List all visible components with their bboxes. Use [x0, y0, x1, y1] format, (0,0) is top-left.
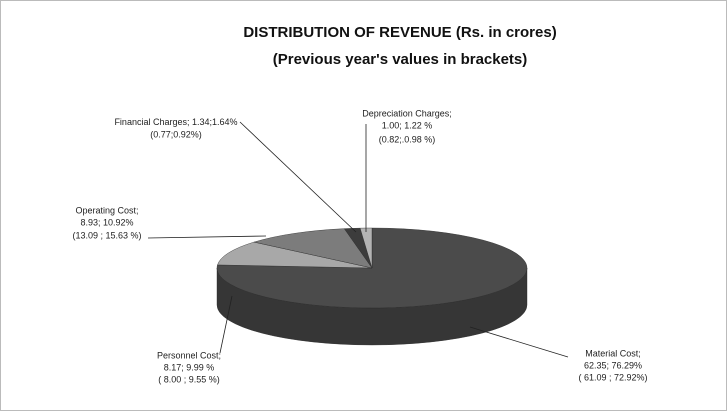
- previous-label: (0.82;.0.98 %): [379, 134, 436, 144]
- chart-title: DISTRIBUTION OF REVENUE (Rs. in crores): [243, 24, 556, 41]
- previous-label: (0.77;0.92%): [150, 129, 202, 139]
- category-label: Personnel Cost;: [157, 350, 221, 360]
- pie-slice: [217, 241, 373, 269]
- pie-slice: [216, 227, 528, 309]
- previous-label: ( 61.09 ; 72.92%): [578, 372, 647, 382]
- value-label: 62.35; 76.29%: [584, 360, 642, 370]
- category-label: Operating Cost;: [75, 205, 138, 215]
- leader-line: [239, 121, 357, 233]
- previous-label: (13.09 ; 15.63 %): [72, 230, 141, 240]
- category-label: Material Cost;: [585, 348, 641, 358]
- leader-line: [469, 326, 569, 358]
- value-label: 1.34;1.64%: [192, 117, 238, 127]
- category-label: Depreciation Charges;: [362, 108, 452, 118]
- leader-line: [147, 235, 267, 239]
- value-label: 1.00; 1.22 %: [382, 120, 433, 130]
- pie-slice: [253, 228, 373, 269]
- leader-line: [219, 295, 233, 354]
- value-label: 8.93; 10.92%: [80, 217, 133, 227]
- previous-label: ( 8.00 ; 9.55 %): [158, 374, 220, 384]
- value-label: 8.17; 9.99 %: [164, 362, 215, 372]
- category-label: Financial Charges;: [114, 117, 189, 127]
- data-label: Financial Charges; 1.34;1.64%: [114, 117, 237, 127]
- chart-subtitle: (Previous year's values in brackets): [273, 51, 528, 68]
